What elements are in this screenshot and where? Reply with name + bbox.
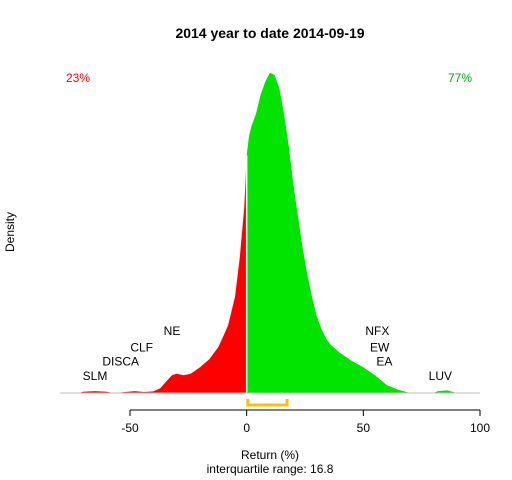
x-tick-label-0: -50	[121, 421, 139, 435]
positive-share-label: 77%	[448, 71, 472, 85]
ticker-label-disca: DISCA	[102, 355, 139, 369]
x-tick-label-1: 0	[243, 421, 250, 435]
ticker-label-slm: SLM	[83, 369, 108, 383]
ticker-label-ne: NE	[164, 324, 181, 338]
ticker-label-nfx: NFX	[365, 324, 389, 338]
y-axis-label: Density	[3, 212, 17, 252]
negative-density-area	[78, 155, 247, 393]
ticker-label-ew: EW	[370, 340, 390, 354]
ticker-label-luv: LUV	[429, 369, 452, 383]
iqr-bracket	[246, 399, 289, 407]
x-tick-label-3: 100	[470, 421, 490, 435]
positive-density-area	[246, 72, 457, 393]
chart-title: 2014 year to date 2014-09-19	[175, 25, 364, 41]
x-axis: -50 0 50 100	[121, 409, 490, 435]
negative-share-label: 23%	[66, 71, 90, 85]
chart-marks	[60, 72, 480, 407]
ticker-label-ea: EA	[376, 355, 392, 369]
x-axis-label: Return (%)	[241, 448, 299, 462]
ticker-label-clf: CLF	[130, 340, 153, 354]
x-tick-label-2: 50	[357, 421, 371, 435]
iqr-subtitle: interquartile range: 16.8	[207, 462, 334, 476]
